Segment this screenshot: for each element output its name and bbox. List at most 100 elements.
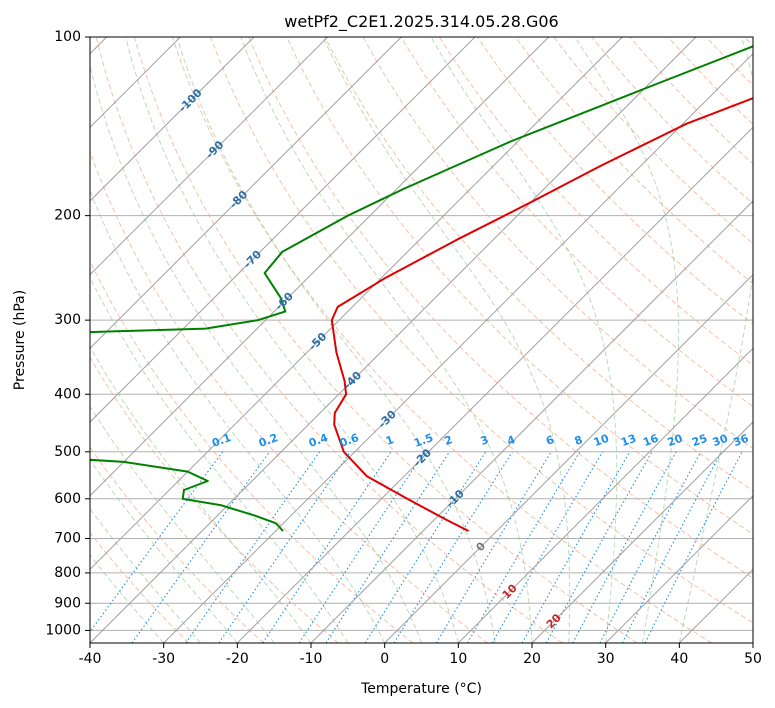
- mixing-ratio-label: 1: [384, 433, 396, 448]
- mixing-ratio-label: 0.2: [257, 431, 280, 450]
- mixing-ratio-label: 4: [505, 433, 517, 448]
- dry-adiabat: [133, 37, 638, 643]
- dry-adiabat: [90, 260, 414, 643]
- x-tick-label: 30: [597, 651, 615, 667]
- isotherm: [531, 421, 753, 643]
- isotherm: [90, 37, 550, 497]
- dry-adiabat: [400, 37, 753, 408]
- dry-adiabat: [324, 37, 753, 492]
- mixing-ratio-line: [185, 451, 321, 643]
- x-tick-label: -30: [152, 651, 175, 667]
- mixing-ratio-label: 13: [619, 432, 638, 449]
- y-tick-label: 200: [54, 208, 81, 224]
- dry-adiabat: [248, 37, 753, 579]
- dry-adiabat: [90, 532, 190, 643]
- x-tick-label: 20: [523, 651, 541, 667]
- isotherm: [163, 52, 753, 643]
- dry-adiabat: [477, 37, 753, 325]
- mixing-ratio-line: [364, 451, 487, 643]
- y-tick-label: 500: [54, 444, 81, 460]
- mixing-ratio-label: 8: [573, 433, 585, 448]
- moist-adiabat: [322, 37, 571, 643]
- mixing-ratio-line: [599, 451, 702, 643]
- dewpoint-trace: [90, 45, 753, 532]
- isotherm: [236, 126, 753, 643]
- mixing-ratio-line: [298, 451, 426, 643]
- dry-adiabat: [210, 37, 753, 624]
- mixing-ratio-line: [262, 451, 392, 643]
- dry-adiabat: [553, 37, 753, 245]
- isotherm: [310, 200, 753, 643]
- y-tick-label: 700: [54, 531, 81, 547]
- moist-adiabat: [90, 189, 386, 643]
- mixing-ratio-label: 20: [666, 432, 685, 450]
- mixing-ratio-label: 6: [544, 433, 556, 448]
- sounding-traces: [90, 45, 753, 532]
- dry-adiabat: [286, 37, 753, 535]
- y-tick-label: 900: [54, 595, 81, 611]
- dry-adiabats: [90, 37, 753, 643]
- mixing-ratio-lines: [90, 451, 743, 643]
- isotherm: [457, 347, 753, 643]
- dry-adiabat: [95, 37, 563, 643]
- x-axis-label: Temperature (°C): [360, 681, 482, 697]
- y-tick-label: 100: [54, 29, 81, 45]
- y-axis-label: Pressure (hPa): [12, 290, 28, 390]
- x-tick-label: 0: [380, 651, 389, 667]
- axes-ticks: -40 -30 -20 -10 0 10 20 30 40 5010020030040050060…: [45, 29, 762, 667]
- x-tick-label: -20: [226, 651, 249, 667]
- moist-adiabat: [430, 37, 618, 643]
- mixing-ratio-line: [644, 451, 743, 643]
- mixing-ratio-label: 30: [711, 432, 730, 450]
- moist-adiabat: [90, 458, 238, 643]
- mixing-ratio-label: 3: [479, 433, 491, 448]
- moist-adiabat: [90, 405, 275, 643]
- chart-title: wetPf2_C2E1.2025.314.05.28.G06: [284, 12, 558, 32]
- y-tick-label: 300: [54, 312, 81, 328]
- mixing-ratio-label: 36: [731, 432, 750, 450]
- moist-adiabat: [176, 37, 496, 643]
- isotherm: [605, 494, 753, 643]
- moist-adiabat: [90, 276, 349, 643]
- isotherm: [90, 37, 255, 202]
- x-tick-label: -10: [300, 651, 323, 667]
- mixing-ratio-label: 0.6: [338, 431, 361, 450]
- mixing-ratio-line: [131, 451, 271, 643]
- mixing-ratio-line: [90, 451, 224, 633]
- isotherm: [384, 273, 753, 643]
- moist-adiabat: [574, 37, 679, 643]
- isotherm: [90, 37, 329, 276]
- y-tick-label: 600: [54, 491, 81, 507]
- mixing-ratio-label: 1.5: [412, 431, 435, 450]
- mixing-ratio-line: [545, 451, 653, 643]
- isotherm: [90, 37, 697, 643]
- x-tick-label: 10: [449, 651, 467, 667]
- moist-adiabat: [678, 37, 753, 643]
- x-tick-label: -40: [79, 651, 102, 667]
- mixing-ratio-line: [218, 451, 351, 643]
- y-tick-label: 400: [54, 386, 81, 402]
- mixing-ratio-line: [435, 451, 552, 643]
- plot-frame: [89, 36, 754, 644]
- mixing-ratio-label: 10: [592, 432, 611, 450]
- mixing-ratio-line: [325, 451, 451, 643]
- mixing-ratio-label: 2: [443, 433, 455, 448]
- mixing-ratio-label: 0.1: [210, 431, 233, 450]
- dry-adiabat: [438, 37, 753, 366]
- dry-adiabat: [591, 37, 753, 205]
- x-tick-label: 40: [670, 651, 688, 667]
- mixing-ratio-label: 16: [641, 432, 660, 450]
- mixing-ratio-label: 0.4: [307, 431, 330, 450]
- mixing-ratio-line: [572, 451, 677, 643]
- x-tick-label: 50: [744, 651, 762, 667]
- mixing-ratio-line: [521, 451, 631, 643]
- mixing-ratio-label: 25: [690, 432, 709, 449]
- dry-adiabat: [172, 37, 712, 643]
- isotherm: [90, 37, 402, 350]
- y-tick-label: 1000: [45, 622, 81, 638]
- y-tick-label: 800: [54, 565, 81, 581]
- temperature-trace: [330, 97, 753, 532]
- isotherm: [90, 37, 476, 423]
